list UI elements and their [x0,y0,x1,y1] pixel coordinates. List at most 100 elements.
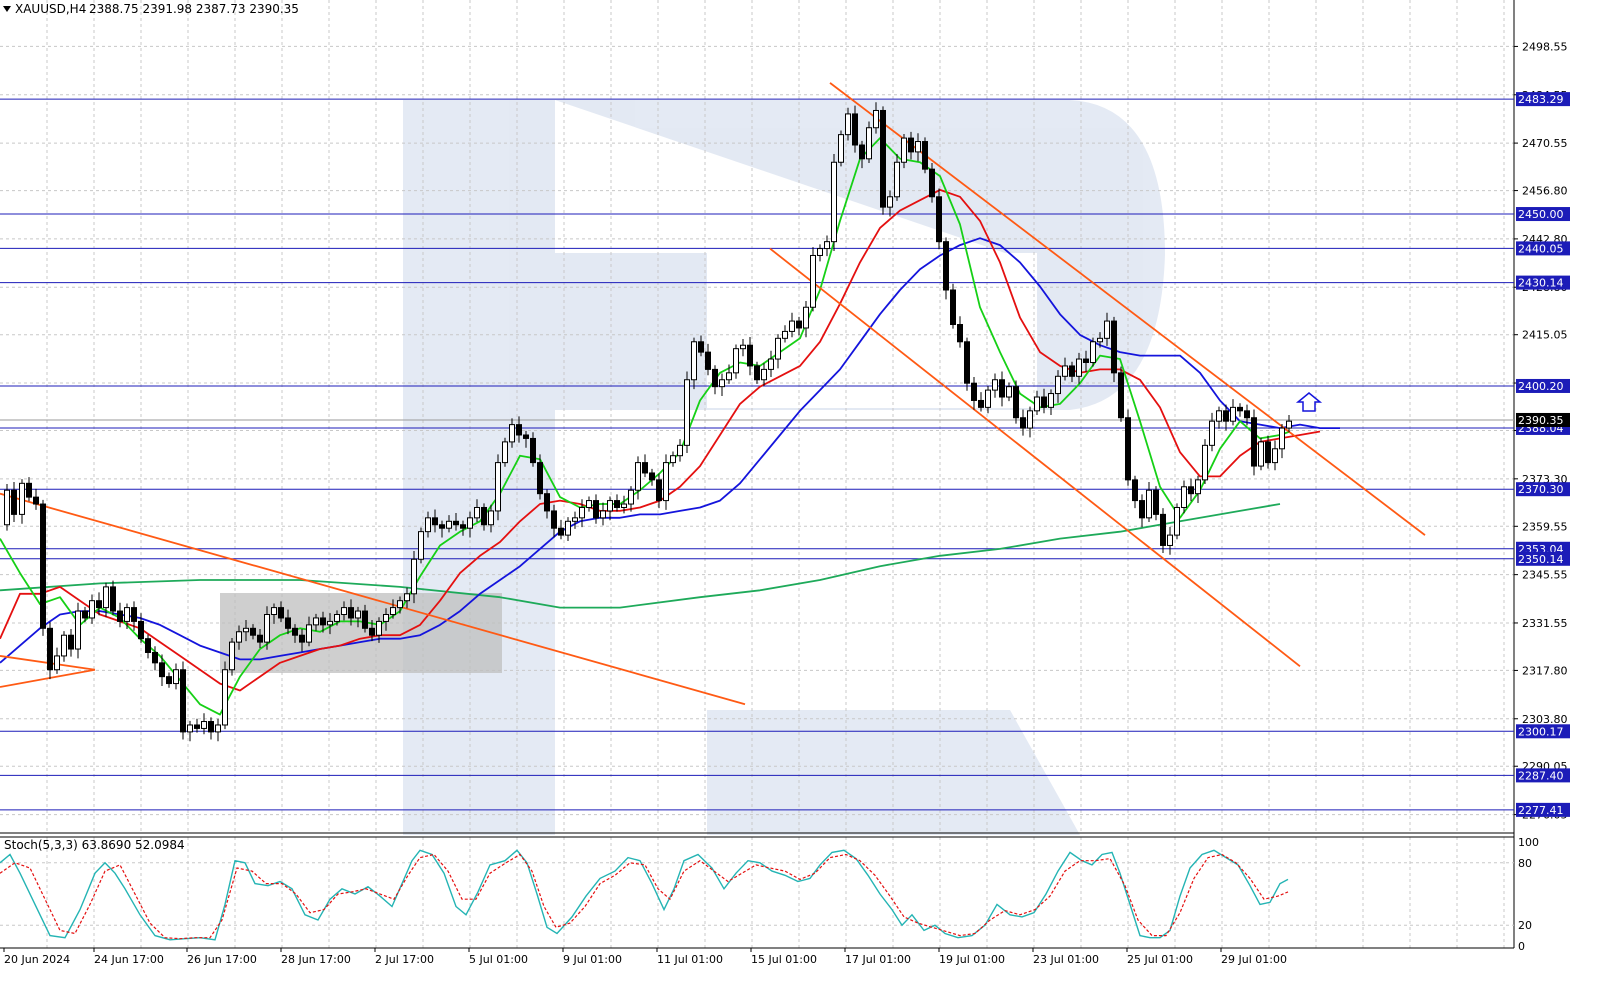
bearish-candle [537,462,543,495]
broker-logo-watermark [403,100,1165,835]
level-price-badge [1516,724,1570,739]
bearish-candle [957,324,963,343]
bearish-candle [999,379,1005,398]
bullish-candle [187,724,193,733]
price-tick-label: 2303.80 [1522,713,1568,726]
bearish-candle [278,607,284,619]
up-arrow-icon [1295,392,1323,412]
bullish-candle [572,517,578,522]
level-price-badge [1516,802,1570,817]
bullish-candle [19,482,25,515]
bullish-candle [824,241,830,250]
price-tick-label: 2456.80 [1522,185,1568,198]
bearish-candle [439,524,445,529]
time-tick-label: 28 Jun 17:00 [281,953,351,966]
bullish-candle [390,607,396,616]
bullish-candle [635,462,641,491]
bearish-candle [649,472,655,481]
bearish-candle [1069,365,1075,377]
bearish-candle [180,669,186,733]
time-tick-label: 19 Jul 01:00 [939,953,1005,966]
price-tick-label: 2317.80 [1522,664,1568,677]
price-tick-label: 2470.55 [1522,137,1568,150]
bearish-candle [138,620,144,640]
bullish-candle [418,531,424,560]
bullish-candle [313,617,319,626]
time-tick-label: 17 Jul 01:00 [845,953,911,966]
consolidation-zone [220,593,502,673]
bullish-candle [1216,410,1222,422]
bearish-candle [1132,479,1138,502]
bearish-candle [950,289,956,326]
bearish-candle [558,527,564,536]
bullish-candle [54,655,60,671]
bearish-candle [362,610,368,629]
bullish-candle [1195,479,1201,495]
level-price-badge [1516,207,1570,222]
trendline [0,668,96,688]
price-candles [4,102,1292,742]
level-price-badge [1516,482,1570,497]
bullish-candle [1167,534,1173,546]
bearish-candle [1083,358,1089,363]
time-tick-label: 25 Jul 01:00 [1127,953,1193,966]
chevron-down-icon[interactable] [3,6,11,12]
bullish-candle [1202,444,1208,481]
bullish-candle [915,141,921,153]
stochastic-tick-label: 0 [1518,940,1525,953]
bullish-candle [306,624,312,643]
bullish-candle [726,372,732,381]
bullish-candle [1097,337,1103,343]
bearish-candle [614,500,620,508]
bullish-candle [4,489,10,526]
bearish-candle [40,503,46,629]
bullish-candle [355,610,361,619]
bearish-candle [159,662,165,678]
bearish-candle [369,627,375,636]
bearish-candle [145,638,151,653]
level-price-label: 2440.05 [1518,242,1564,255]
bullish-candle [1286,420,1292,429]
bullish-candle [1090,341,1096,363]
bullish-candle [992,379,998,391]
level-price-badge [1516,241,1570,256]
bearish-candle [33,496,39,505]
bearish-candle [1223,410,1229,422]
bearish-candle [1041,396,1047,408]
bullish-candle [1174,506,1180,536]
bearish-candle [1013,386,1019,419]
bearish-candle [1111,320,1117,374]
trendline [0,492,746,706]
time-tick-label: 15 Jul 01:00 [751,953,817,966]
bullish-candle [579,506,585,519]
time-tick-label: 24 Jun 17:00 [94,953,164,966]
bearish-candle [1125,417,1131,481]
bullish-candle [607,500,613,512]
bullish-candle [684,379,690,446]
bearish-candle [453,520,459,526]
bearish-candle [705,351,711,370]
bearish-candle [978,399,984,408]
stochastic-tick-label: 20 [1518,919,1532,932]
last-price-label: 2390.35 [1518,414,1564,427]
bullish-candle [1272,448,1278,464]
bullish-candle [474,506,480,519]
horizontal-levels [0,98,1514,811]
grid-layer [0,0,1515,949]
stochastic-tick-label: 80 [1518,857,1532,870]
bullish-candle [341,607,347,616]
bearish-candle [208,721,214,733]
bearish-candle [152,651,158,664]
bearish-candle [320,617,326,626]
bullish-candle [1076,358,1082,377]
bullish-candle [775,337,781,360]
bullish-candle [845,113,851,136]
bearish-candle [285,617,291,629]
price-tick-label: 2359.55 [1522,520,1568,533]
level-price-badge [1516,551,1570,566]
trendline [829,82,1426,536]
time-tick-label: 5 Jul 01:00 [469,953,528,966]
level-price-label: 2350.14 [1518,553,1564,566]
